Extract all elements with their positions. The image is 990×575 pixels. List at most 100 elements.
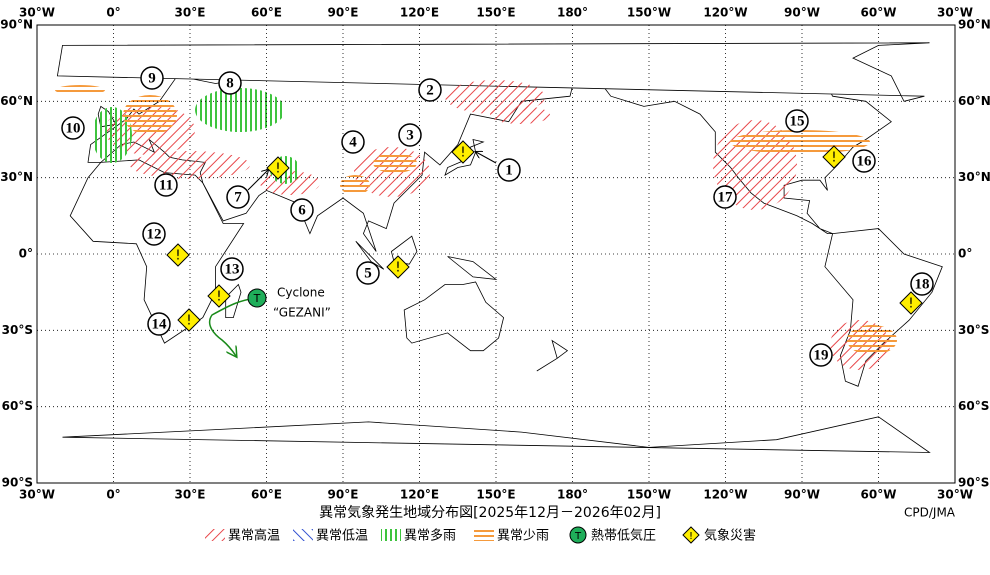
region-number-circle: [142, 222, 166, 246]
disaster-mark: !: [186, 314, 191, 329]
legend-label: 異常多雨: [404, 528, 456, 544]
region-number-circle: [341, 130, 365, 154]
lon-label: 90°E: [328, 488, 359, 502]
high-temp-area: [445, 80, 545, 114]
disaster-mark: !: [831, 151, 836, 166]
low-rain-area: [340, 175, 370, 195]
high-temp-area: [490, 106, 550, 124]
lat-label: 0°: [958, 247, 972, 261]
region-number-circle: [220, 257, 244, 281]
region-number: 17: [718, 189, 734, 205]
lon-label: 150°W: [627, 488, 671, 502]
legend-swatch: [381, 529, 401, 541]
lon-label: 30°W: [19, 6, 55, 20]
lon-label: 90°W: [784, 488, 820, 502]
heavy-rain-area: [92, 107, 132, 163]
disaster-mark: !: [216, 290, 221, 305]
lat-label: 90°S: [958, 476, 989, 490]
disaster-mark: !: [908, 297, 913, 312]
lat-label: 60°S: [2, 399, 33, 413]
lon-label: 150°E: [476, 488, 515, 502]
legend-swatch: [474, 529, 494, 541]
legend: 異常高温 異常低温 異常多雨 異常少雨 T 熱帯低気圧! 気象災害: [205, 526, 756, 544]
region-number-circle: [226, 185, 250, 209]
disaster-icon: [822, 145, 846, 169]
graticule: 30°W30°W0°0°30°E30°E60°E60°E90°E90°E120°…: [0, 6, 990, 502]
region-number: 15: [790, 113, 805, 129]
region-number-circle: [418, 78, 442, 102]
lat-label: 60°N: [0, 94, 33, 108]
region-number: 12: [147, 226, 162, 242]
disaster-icon: [451, 140, 475, 164]
lon-label: 60°W: [861, 6, 897, 20]
region-number: 3: [406, 127, 414, 143]
region-number: 7: [234, 189, 242, 205]
region-number-circle: [497, 158, 521, 182]
region-number-circle: [809, 343, 833, 367]
disaster-icon: [682, 526, 700, 544]
lon-label: 150°E: [476, 6, 515, 20]
lon-label: 150°W: [627, 6, 671, 20]
lon-label: 60°E: [251, 488, 282, 502]
region-number: 10: [66, 120, 81, 136]
cyclone-track: [208, 297, 258, 356]
legend-label: 気象災害: [704, 528, 756, 544]
lon-label: 30°W: [937, 488, 973, 502]
cyclone-icon: [247, 288, 267, 308]
lat-label: 30°N: [958, 170, 990, 184]
lat-label: 90°N: [958, 18, 990, 32]
disaster-icon: [386, 255, 410, 279]
region-number: 4: [349, 134, 357, 150]
region-number-circle: [140, 66, 164, 90]
region-number: 5: [364, 265, 372, 281]
low-rain-area: [55, 85, 105, 95]
disaster-icon: [177, 308, 201, 332]
landmass: [62, 416, 931, 453]
lon-label: 180°: [557, 6, 588, 20]
lat-label: 30°S: [958, 323, 989, 337]
region-number-circle: [290, 198, 314, 222]
region-number: 8: [226, 75, 234, 91]
region-number-circle: [852, 149, 876, 173]
landmass: [444, 138, 485, 176]
lat-label: 90°N: [0, 18, 33, 32]
credit: CPD/JMA: [904, 506, 956, 520]
lat-label: 90°S: [2, 476, 33, 490]
map-title: 異常気象発生地域分布図[2025年12月－2026年02月]: [319, 505, 661, 521]
region-number: 11: [159, 177, 173, 193]
region-number-circle: [61, 116, 85, 140]
disaster-icon: [899, 291, 923, 315]
landmass: [447, 256, 498, 280]
disaster-icon: [166, 243, 190, 267]
disaster-mark: !: [175, 249, 180, 264]
disaster-mark: !: [689, 531, 693, 542]
lat-label: 30°S: [2, 323, 33, 337]
lon-label: 90°W: [784, 6, 820, 20]
low-rain-area: [847, 325, 897, 355]
lon-label: 120°W: [703, 6, 747, 20]
region-number: 19: [814, 347, 829, 363]
region-number: 9: [148, 70, 156, 86]
legend-label: 異常高温: [228, 528, 280, 544]
disaster-icon: [266, 156, 290, 180]
region-number: 6: [298, 202, 306, 218]
low-rain-area: [373, 153, 417, 173]
region-number-circle: [218, 71, 242, 95]
region-number-circle: [785, 109, 809, 133]
lon-label: 120°E: [400, 6, 439, 20]
lon-label: 120°E: [400, 488, 439, 502]
lon-label: 120°W: [703, 488, 747, 502]
disaster-mark: !: [460, 146, 465, 161]
lon-label: 60°E: [251, 6, 282, 20]
legend-swatch: [205, 529, 225, 541]
lon-label: 180°: [557, 488, 588, 502]
lat-label: 60°S: [958, 399, 989, 413]
landmass: [355, 241, 385, 270]
lon-label: 60°W: [861, 488, 897, 502]
lon-label: 90°E: [328, 6, 359, 20]
legend-label: 異常少雨: [497, 529, 549, 544]
region-number: 2: [426, 82, 434, 98]
lon-label: 0°: [106, 488, 120, 502]
landmass: [403, 281, 505, 352]
